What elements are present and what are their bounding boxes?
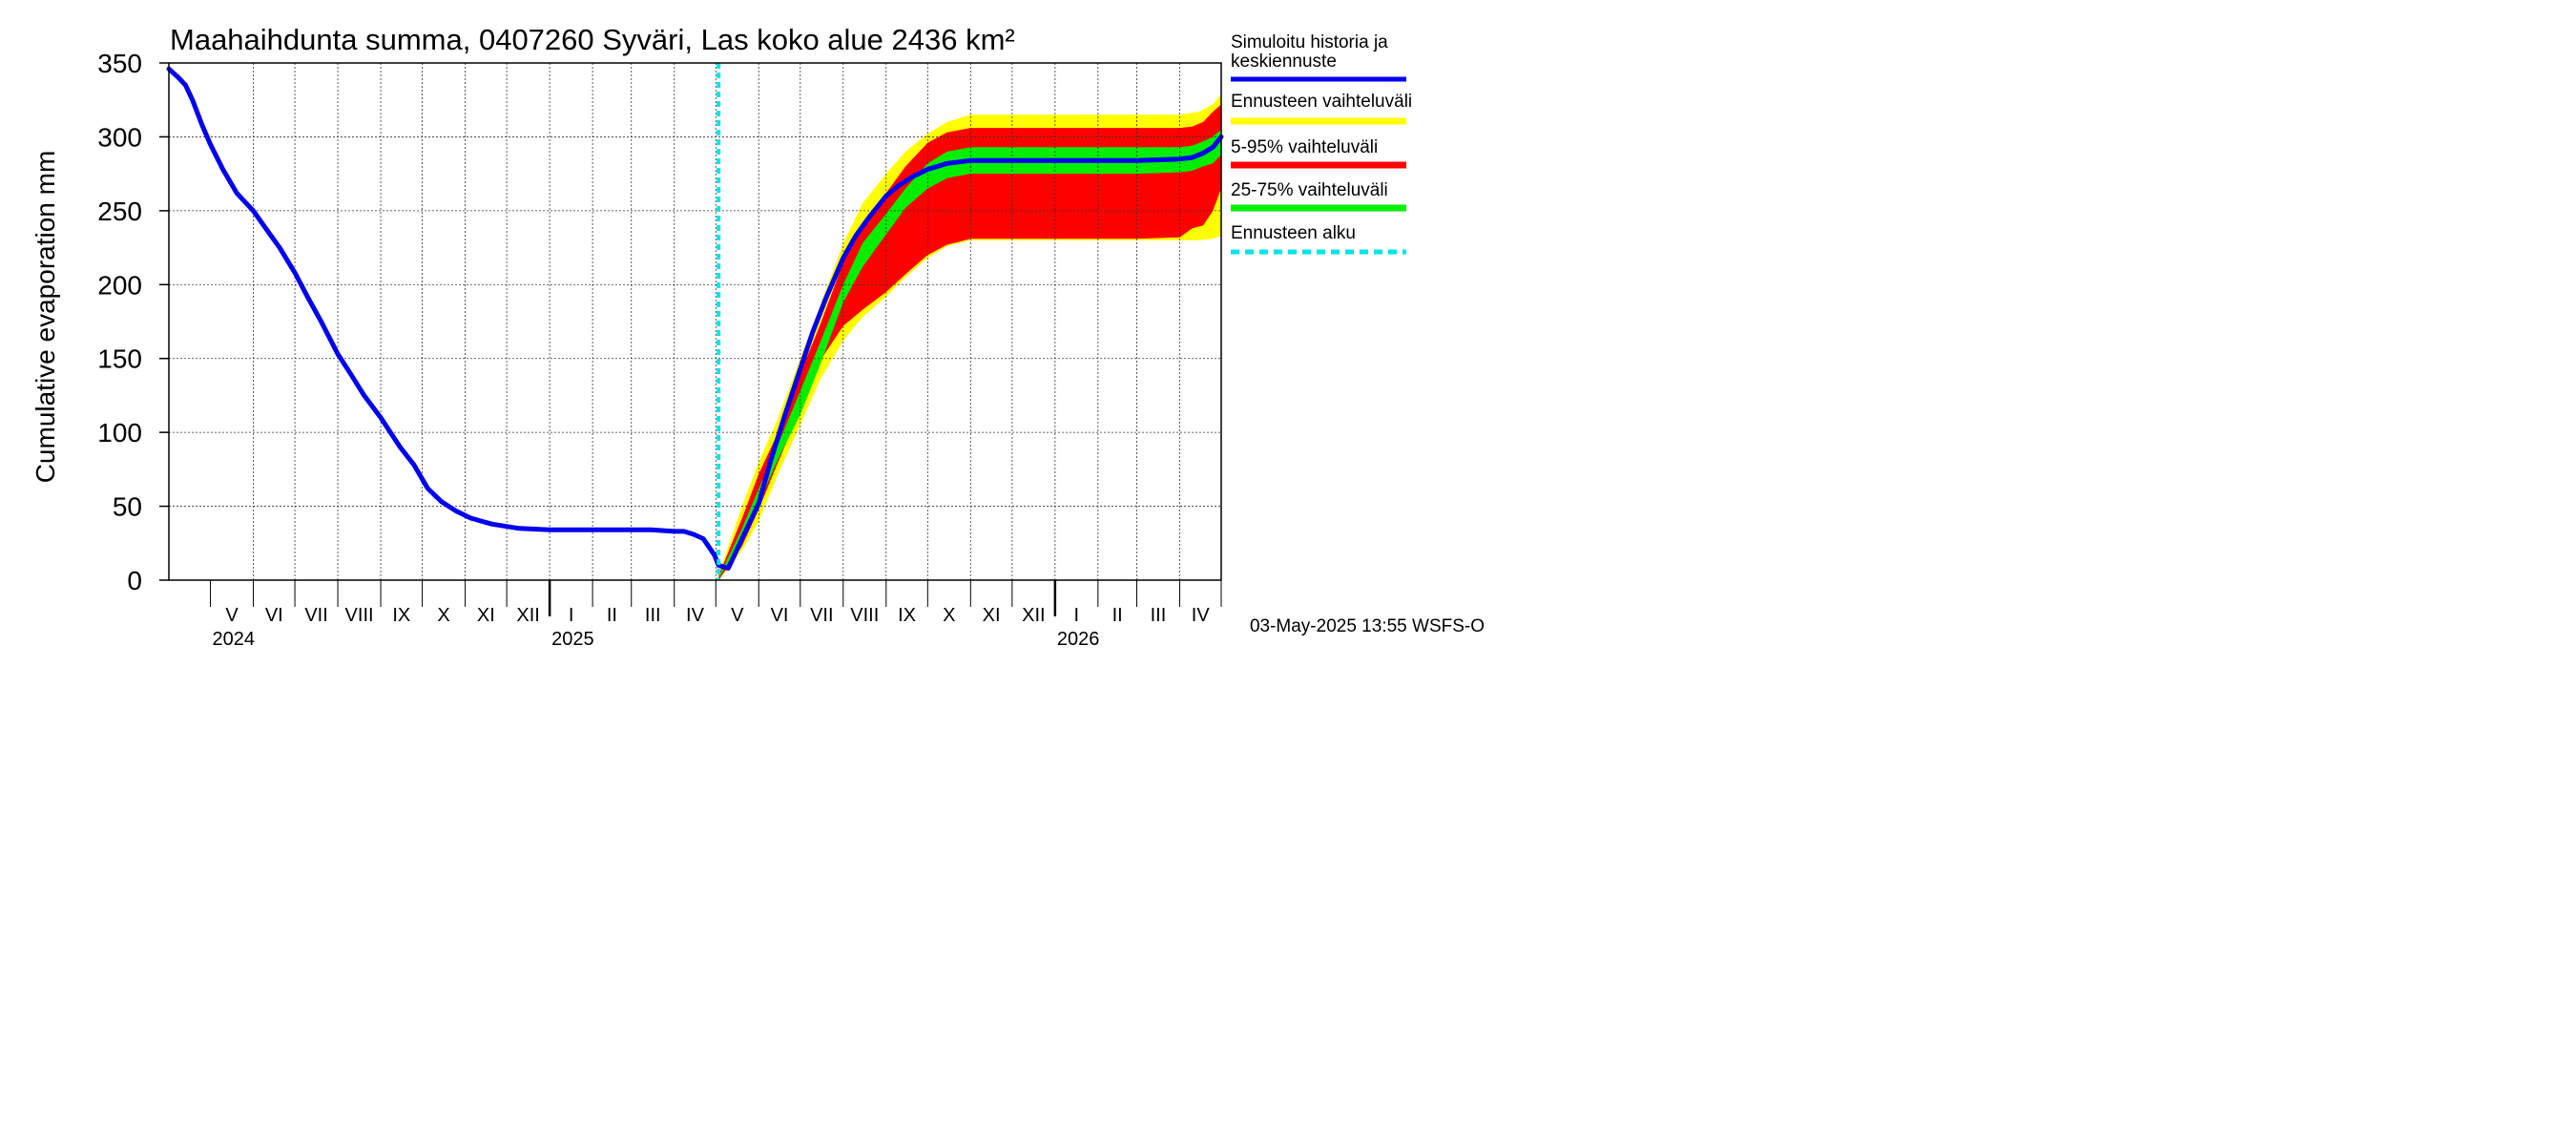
x-month-label-21: II [1112,605,1123,626]
chart: Maahaihdunta summa, 0407260 Syväri, Las … [31,23,1485,650]
y-axis-label: Cumulative evaporation mm [31,151,60,484]
plot-frame [168,62,1222,581]
x-month-label-12: V [731,605,744,626]
x-month-label-19: XII [1022,605,1045,626]
y-tick-label-4: 200 [97,270,142,300]
x-month-label-9: II [607,605,617,626]
x-month-label-7: XII [516,605,539,626]
legend-label-3: 25-75% vaihteluväli [1231,180,1388,200]
x-month-label-5: X [437,605,449,626]
y-tick-label-1: 50 [113,492,142,522]
x-month-label-18: XI [983,605,1001,626]
y-tick-label-2: 100 [97,418,142,448]
x-year-label-2: 2026 [1057,629,1100,650]
x-month-label-6: XI [477,605,495,626]
x-month-label-8: I [569,605,574,626]
x-month-label-23: IV [1192,605,1211,626]
x-month-label-20: I [1074,605,1080,626]
y-tick-label-7: 350 [97,49,142,78]
legend: Simuloitu historia ja keskiennuste Ennuste… [1231,32,1412,255]
legend-label-4: Ennusteen alku [1231,223,1356,243]
x-month-label-4: IX [392,605,410,626]
x-month-label-15: VIII [850,605,879,626]
x-month-label-3: VIII [345,605,374,626]
x-year-label-1: 2025 [551,629,594,650]
x-month-label-11: IV [686,605,705,626]
x-month-label-0: V [225,605,239,626]
forecast-bands [718,94,1221,581]
x-month-label-10: III [645,605,661,626]
chart-title: Maahaihdunta summa, 0407260 Syväri, Las … [170,23,1015,56]
band-2 [718,129,1221,579]
y-axis-ticks: 0 50 100 150 200 250 300 350 [97,49,169,595]
x-month-label-17: X [943,605,955,626]
y-tick-label-6: 300 [97,122,142,152]
x-month-label-1: VI [265,605,283,626]
x-month-label-22: III [1151,605,1167,626]
x-axis: V VI VII VIII IX X XI XII I II III IV V VI VII VIII IX X X… [210,580,1222,650]
legend-label-0: Simuloitu historia ja keskiennuste [1231,32,1388,72]
legend-label-2: 5-95% vaihteluväli [1231,137,1378,157]
legend-label-1: Ennusteen vaihteluväli [1231,92,1412,112]
x-month-label-16: IX [898,605,916,626]
y-tick-label-3: 150 [97,344,142,374]
y-tick-label-0: 0 [127,566,142,595]
series-line-0 [166,66,1224,572]
x-year-label-0: 2024 [213,629,256,650]
x-month-label-14: VII [810,605,833,626]
footer-timestamp: 03-May-2025 13:55 WSFS-O [1250,616,1485,636]
series-lines [166,66,1224,572]
x-month-label-13: VI [771,605,789,626]
y-tick-label-5: 250 [97,197,142,226]
band-1 [718,104,1221,581]
x-month-label-2: VII [304,605,327,626]
